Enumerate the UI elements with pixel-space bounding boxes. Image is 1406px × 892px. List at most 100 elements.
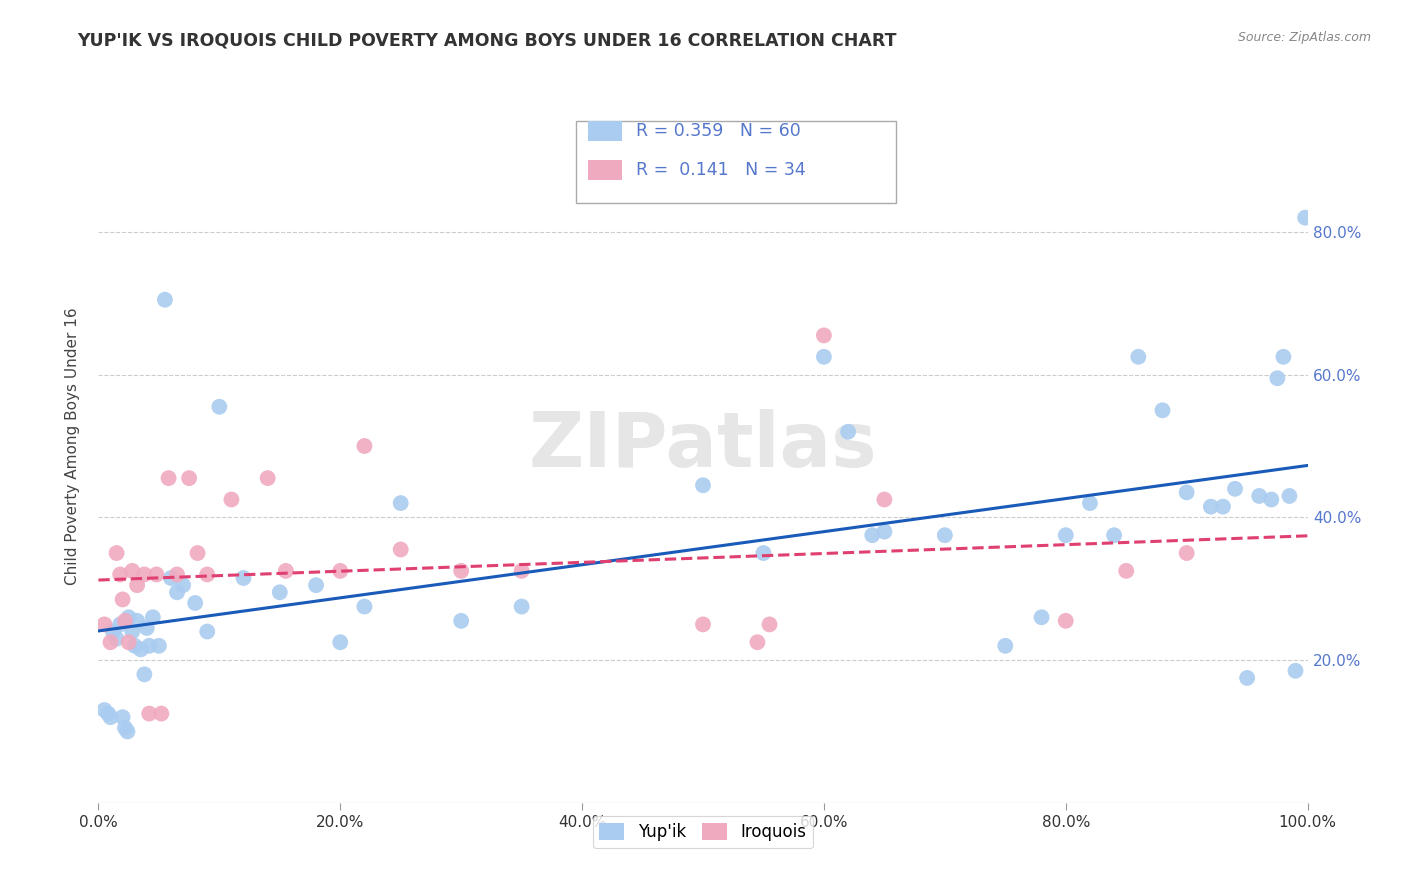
Point <box>166 585 188 599</box>
Point <box>692 478 714 492</box>
Point <box>813 328 835 343</box>
Point <box>305 578 328 592</box>
Point <box>179 471 201 485</box>
Point <box>232 571 254 585</box>
Point <box>994 639 1017 653</box>
Point <box>934 528 956 542</box>
Point <box>1175 546 1198 560</box>
Point <box>269 585 291 599</box>
Point <box>1278 489 1301 503</box>
Point <box>114 614 136 628</box>
Point <box>166 567 188 582</box>
Point <box>111 592 134 607</box>
Point <box>121 564 143 578</box>
Point <box>134 567 156 582</box>
Text: Source: ZipAtlas.com: Source: ZipAtlas.com <box>1237 31 1371 45</box>
Point <box>752 546 775 560</box>
Point <box>138 706 160 721</box>
Point <box>135 621 157 635</box>
Point <box>510 599 533 614</box>
Point <box>873 492 896 507</box>
Point <box>184 596 207 610</box>
Point <box>148 639 170 653</box>
Point <box>873 524 896 539</box>
Point <box>114 721 136 735</box>
Text: R = 0.359   N = 60: R = 0.359 N = 60 <box>637 122 801 140</box>
Text: R =  0.141   N = 34: R = 0.141 N = 34 <box>637 161 806 178</box>
Point <box>1152 403 1174 417</box>
Point <box>105 546 128 560</box>
Point <box>692 617 714 632</box>
Point <box>510 564 533 578</box>
Point <box>195 624 218 639</box>
Point <box>93 703 115 717</box>
FancyBboxPatch shape <box>588 121 621 141</box>
Point <box>1115 564 1137 578</box>
Point <box>138 639 160 653</box>
Legend: Yup'ik, Iroquois: Yup'ik, Iroquois <box>592 816 814 848</box>
Point <box>108 567 131 582</box>
Point <box>160 571 183 585</box>
Point <box>134 667 156 681</box>
Point <box>1223 482 1246 496</box>
Point <box>1212 500 1234 514</box>
Point <box>1249 489 1271 503</box>
Point <box>105 632 128 646</box>
Point <box>353 599 375 614</box>
Point <box>758 617 780 632</box>
Point <box>100 635 122 649</box>
Point <box>389 496 412 510</box>
Point <box>450 614 472 628</box>
FancyBboxPatch shape <box>576 121 897 203</box>
Point <box>1054 528 1077 542</box>
Point <box>97 706 120 721</box>
Point <box>153 293 176 307</box>
Point <box>1031 610 1053 624</box>
Point <box>860 528 883 542</box>
Point <box>93 617 115 632</box>
Point <box>129 642 152 657</box>
Point <box>127 578 149 592</box>
FancyBboxPatch shape <box>588 160 621 180</box>
Point <box>1054 614 1077 628</box>
Point <box>747 635 769 649</box>
Point <box>274 564 297 578</box>
Point <box>329 635 352 649</box>
Point <box>157 471 180 485</box>
Point <box>172 578 194 592</box>
Point <box>450 564 472 578</box>
Y-axis label: Child Poverty Among Boys Under 16: Child Poverty Among Boys Under 16 <box>65 307 80 585</box>
Point <box>117 724 139 739</box>
Point <box>1128 350 1150 364</box>
Point <box>1267 371 1289 385</box>
Point <box>145 567 167 582</box>
Point <box>118 610 141 624</box>
Point <box>353 439 375 453</box>
Point <box>1294 211 1316 225</box>
Point <box>1102 528 1125 542</box>
Text: ZIPatlas: ZIPatlas <box>529 409 877 483</box>
Point <box>150 706 173 721</box>
Point <box>142 610 165 624</box>
Point <box>1078 496 1101 510</box>
Point <box>208 400 231 414</box>
Point <box>127 614 149 628</box>
Point <box>195 567 218 582</box>
Point <box>124 639 146 653</box>
Point <box>813 350 835 364</box>
Text: YUP'IK VS IROQUOIS CHILD POVERTY AMONG BOYS UNDER 16 CORRELATION CHART: YUP'IK VS IROQUOIS CHILD POVERTY AMONG B… <box>77 31 897 49</box>
Point <box>256 471 278 485</box>
Point <box>389 542 412 557</box>
Point <box>1236 671 1258 685</box>
Point <box>187 546 209 560</box>
Point <box>221 492 243 507</box>
Point <box>118 635 141 649</box>
Point <box>1272 350 1295 364</box>
Point <box>111 710 134 724</box>
Point <box>100 710 122 724</box>
Point <box>108 617 131 632</box>
Point <box>1175 485 1198 500</box>
Point <box>837 425 859 439</box>
Point <box>1284 664 1306 678</box>
Point <box>121 624 143 639</box>
